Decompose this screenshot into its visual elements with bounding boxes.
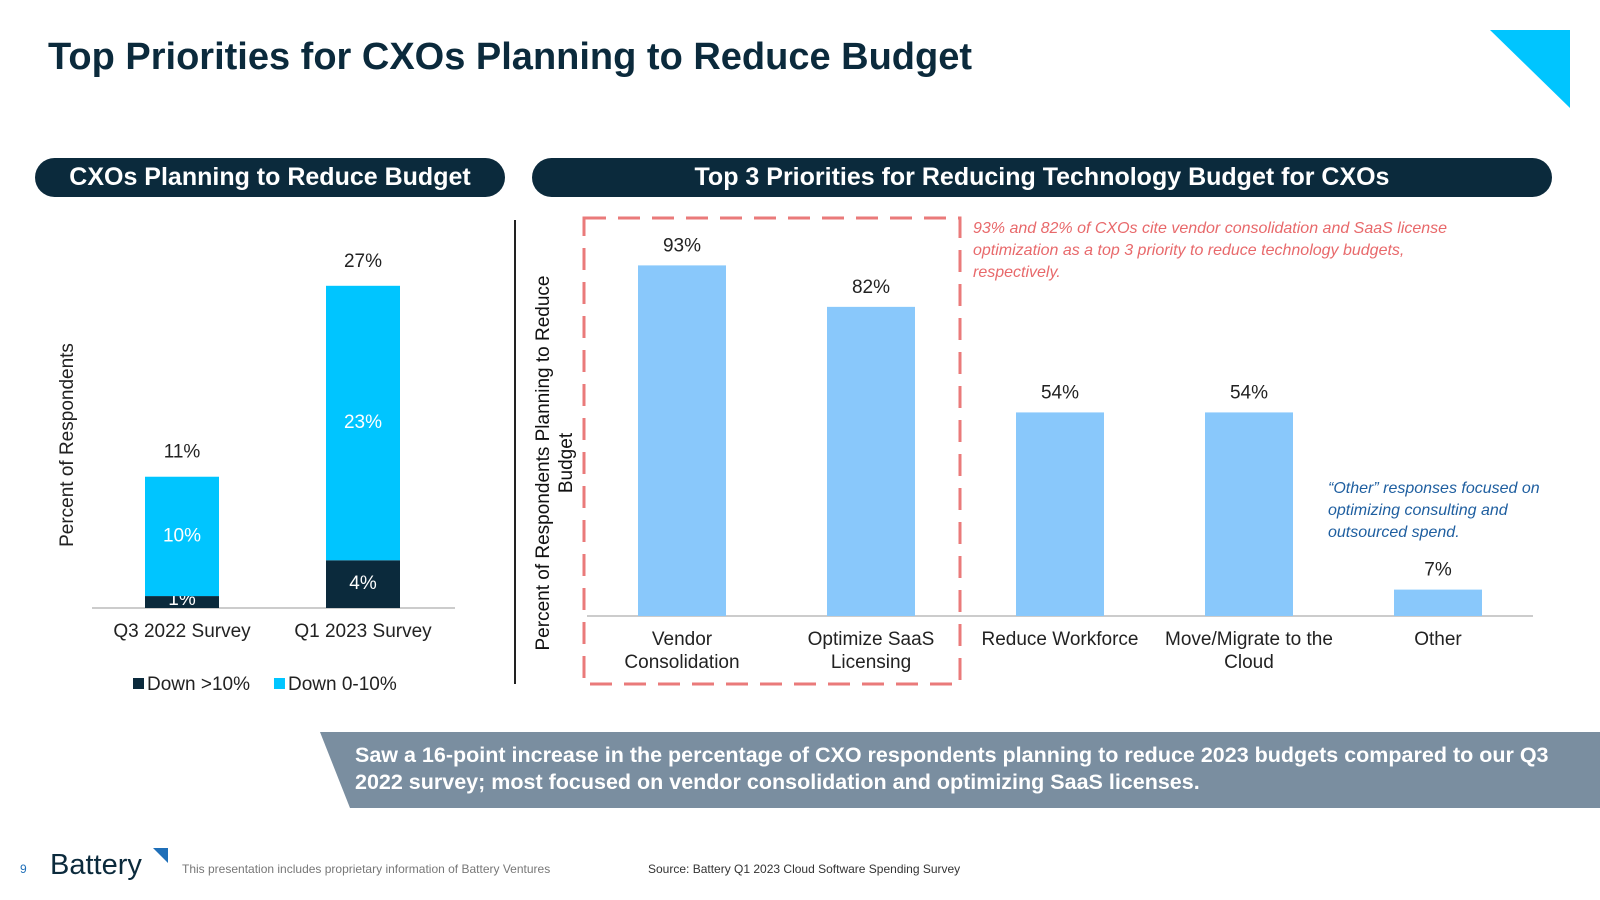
y-axis-label: Percent of Respondents (57, 343, 78, 547)
value-label: 93% (663, 235, 701, 256)
x-tick-label: Other (1414, 629, 1462, 650)
value-label: 82% (852, 277, 890, 298)
bar-segment (145, 476, 219, 597)
x-tick-label: Optimize SaaS Licensing (807, 629, 935, 673)
bar (827, 306, 915, 616)
disclaimer: This presentation includes proprietary i… (182, 862, 551, 876)
bar (1016, 412, 1104, 616)
value-label: 23% (344, 412, 382, 433)
bar (1205, 412, 1293, 616)
legend-swatch (273, 678, 285, 689)
x-tick-label: Vendor Consolidation (624, 629, 740, 673)
y-axis-label: Percent of Respondents Planning to Reduc… (533, 275, 577, 651)
banner-text: Saw a 16-point increase in the percentag… (355, 743, 1549, 794)
total-label: 27% (344, 251, 382, 272)
bar-segment (145, 596, 219, 608)
page-number: 9 (20, 862, 27, 876)
value-label: 7% (1424, 560, 1452, 581)
bar (1394, 589, 1482, 616)
logo-mark (153, 848, 168, 863)
annotation: 93% and 82% of CXOs cite vendor consolid… (973, 220, 1448, 281)
legend-label: Down 0-10% (288, 674, 397, 695)
value-label: 10% (163, 525, 201, 546)
x-tick-label: Reduce Workforce (981, 629, 1139, 650)
x-tick-label: Q3 2022 Survey (113, 621, 251, 642)
x-tick-label: Move/Migrate to the Cloud (1165, 629, 1333, 673)
legend-swatch (133, 678, 144, 689)
source: Source: Battery Q1 2023 Cloud Software S… (648, 862, 961, 876)
legend-label: Down >10% (147, 674, 250, 695)
x-tick-label: Q1 2023 Survey (294, 621, 432, 642)
corner-triangle (1490, 30, 1570, 108)
annotation: “Other” responses focused on optimizing … (1328, 480, 1540, 541)
logo: Battery (50, 849, 142, 881)
total-label: 11% (164, 442, 201, 463)
slide-title: Top Priorities for CXOs Planning to Redu… (48, 36, 973, 78)
bar (638, 265, 726, 616)
bar-segment (326, 285, 400, 561)
banner-shape (320, 732, 1600, 808)
highlight-box (582, 216, 962, 686)
value-label: 54% (1041, 382, 1079, 403)
chart-title: CXOs Planning to Reduce Budget (35, 158, 505, 197)
bar-segment (326, 560, 400, 608)
chart-title: Top 3 Priorities for Reducing Technology… (532, 158, 1552, 197)
value-label: 4% (349, 573, 377, 594)
value-label: 54% (1230, 382, 1268, 403)
